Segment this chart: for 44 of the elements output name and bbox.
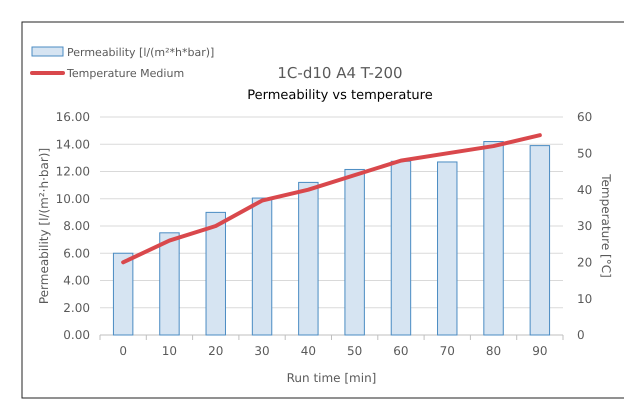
bar [252,198,272,336]
x-tick-label: 80 [486,344,502,358]
bar [530,145,550,336]
y-tick-label: 2.00 [63,300,90,315]
line-series [121,133,542,264]
y-tick-label: 10.00 [56,192,90,206]
x-tick-label: 90 [532,344,548,358]
y-tick-label: 14.00 [56,137,90,152]
y-tick-label: 12.00 [56,164,90,179]
chart-title: 1C-d10 A4 T-200 [277,64,403,82]
x-tick-label: 40 [300,344,316,358]
y-tick-label: 4.00 [63,274,90,288]
legend-label: Temperature Medium [66,66,184,80]
bar [390,160,412,336]
y2-tick-label: 40 [577,182,592,197]
y-tick-label: 6.00 [63,246,90,260]
bar [206,212,226,336]
bar [344,168,365,336]
y-tick-label: 16.00 [56,110,90,124]
legend-label: Permeability [l/(m²*h*bar)] [67,46,214,59]
x-tick-label: 10 [162,344,178,358]
bar [437,161,458,336]
x-tick-label: 70 [440,344,455,358]
y2-tick-label: 20 [577,256,592,270]
y2-tick-label: 30 [577,219,592,234]
y2-tick-label: 60 [577,110,592,124]
x-tick-label: 20 [208,344,224,358]
bar [483,141,504,336]
x-axis-title: Run time [min] [286,371,376,385]
x-tick-label: 0 [119,344,127,358]
y2-axis-title: Temperature [°C] [599,173,613,278]
bar [159,232,180,336]
y-axis-title: Permeability [l/(m²·h·bar)] [37,148,51,304]
bar [112,252,134,336]
x-tick-label: 60 [393,344,409,358]
chart-subtitle: Permeability vs temperature [247,88,433,103]
x-tick-label: 30 [254,344,270,358]
y2-tick-label: 50 [577,146,592,161]
y-tick-label: 0.00 [63,328,90,342]
y2-tick-label: 0 [577,328,585,342]
y-tick-label: 8.00 [63,219,90,234]
y2-tick-label: 10 [577,292,592,306]
x-tick-label: 50 [347,344,362,358]
bar [298,182,319,336]
